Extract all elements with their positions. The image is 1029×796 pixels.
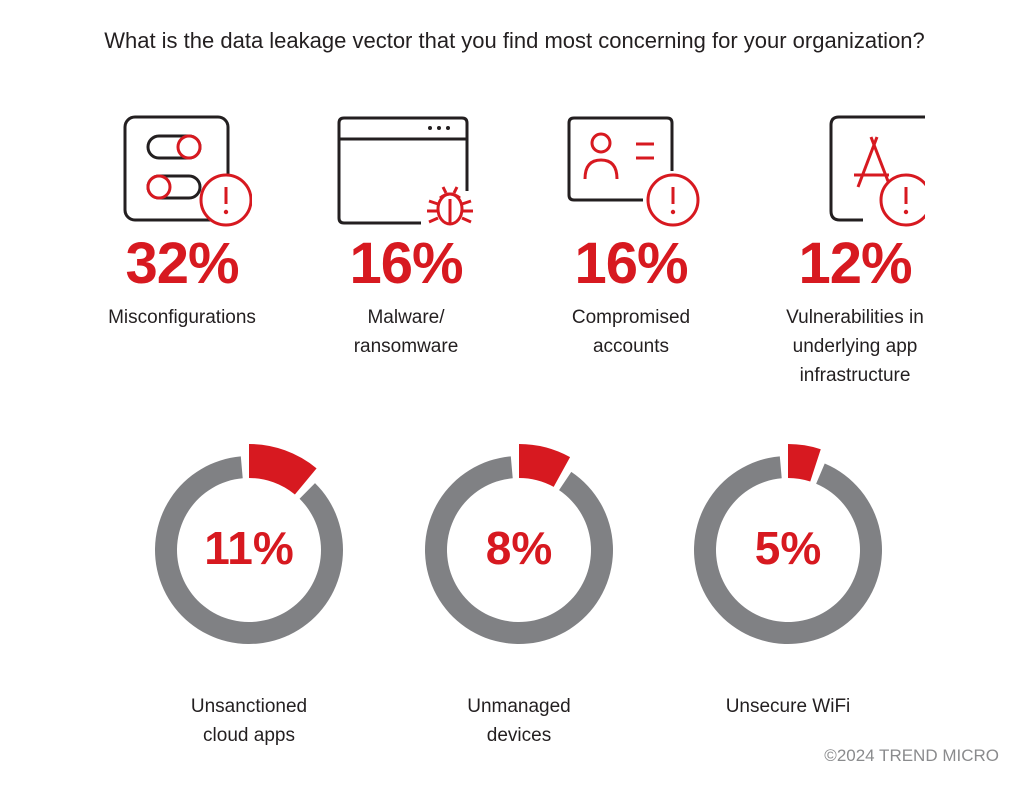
donut-label: Unmanaged devices [467, 696, 571, 746]
donut-value-arc [788, 444, 821, 482]
app-store-alert-icon [829, 115, 925, 227]
toggle-settings-alert-icon [123, 115, 252, 227]
donut-value: 11% [204, 522, 294, 574]
stat-value: 16% [574, 231, 688, 296]
donut-label: Unsanctioned cloud apps [190, 696, 308, 746]
donut-unmanaged-devices: 8% Unmanaged devices [409, 440, 629, 750]
stat-value: 16% [349, 231, 463, 296]
stat-vulnerabilities: 12% Vulnerabilities in underlying app in… [745, 113, 965, 390]
stat-misconfigurations: 32% Misconfigurations [72, 113, 292, 332]
stat-value: 12% [798, 231, 912, 296]
donut-unsecure-wifi: 5% Unsecure WiFi [678, 440, 898, 721]
donut-value: 8% [486, 522, 552, 574]
stat-label: Compromised accounts [571, 307, 691, 357]
chart-title: What is the data leakage vector that you… [104, 28, 925, 53]
user-card-alert-icon [567, 116, 700, 227]
browser-bug-icon [337, 116, 473, 226]
stat-compromised-accounts: 16% Compromised accounts [521, 113, 741, 361]
donut-value-arc [249, 444, 317, 495]
donut-value-arc [519, 444, 571, 487]
donut-value: 5% [755, 522, 821, 574]
donut-chart: 8% [425, 444, 613, 644]
copyright-footer: ©2024 TREND MICRO [824, 746, 999, 765]
stat-malware: 16% Malware/ ransomware [296, 113, 516, 361]
stat-label: Malware/ ransomware [353, 307, 459, 357]
stat-label: Misconfigurations [108, 307, 256, 328]
donut-unsanctioned-cloud-apps: 11% Unsanctioned cloud apps [139, 440, 359, 750]
donut-label: Unsecure WiFi [725, 696, 851, 717]
donut-chart: 5% [694, 444, 882, 644]
stat-value: 32% [125, 231, 239, 296]
stat-label: Vulnerabilities in underlying app infras… [786, 307, 924, 386]
donut-chart: 11% [155, 444, 343, 644]
